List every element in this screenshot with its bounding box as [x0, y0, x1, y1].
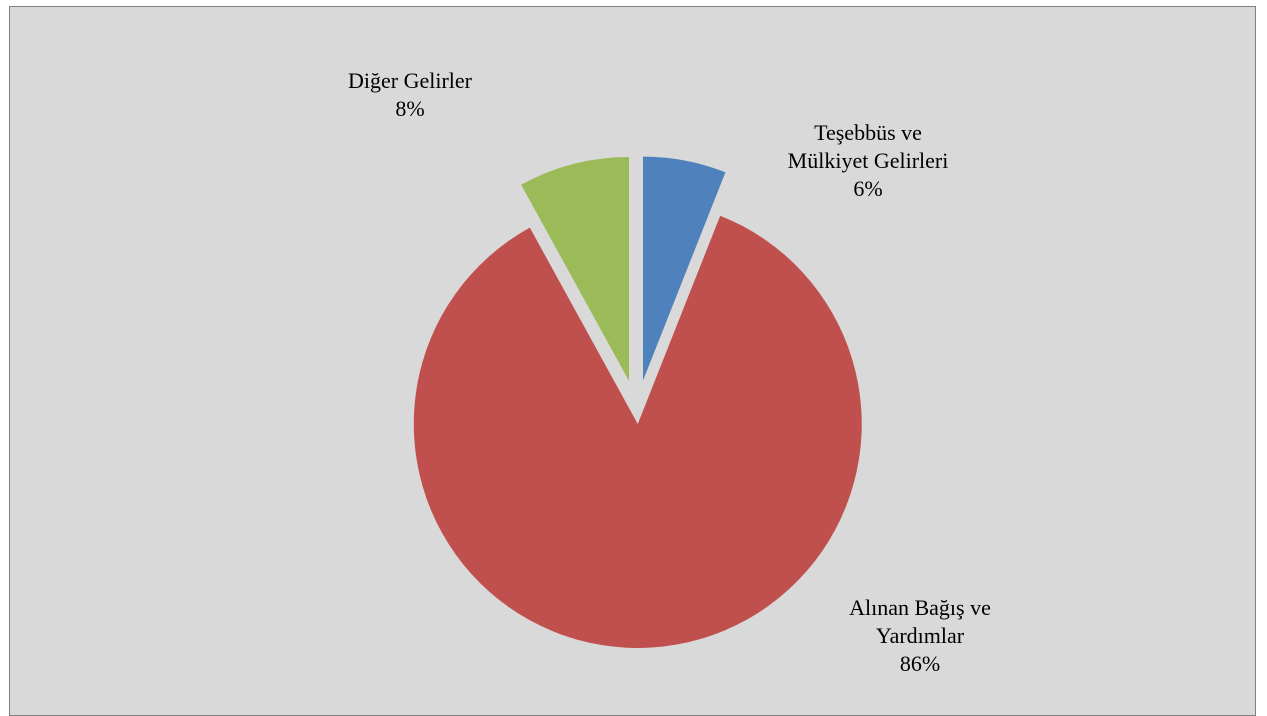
slice-alinan [413, 215, 862, 648]
slice-label-line: Alınan Bağış ve [849, 595, 991, 620]
chart-area: Teşebbüs ve Mülkiyet Gelirleri 6% Alınan… [9, 6, 1256, 716]
slice-label-line: Mülkiyet Gelirleri [787, 148, 949, 173]
slice-tesebbus [642, 156, 726, 381]
slice-label-diger: Diğer Gelirler 8% [310, 67, 510, 123]
pie-chart [413, 156, 862, 648]
slice-diger [521, 157, 630, 382]
slice-percent: 86% [899, 651, 941, 676]
slice-label-line: Diğer Gelirler [348, 68, 472, 93]
slice-label-line: Teşebbüs ve [814, 120, 922, 145]
slice-percent: 6% [853, 176, 883, 201]
slice-label-alinan: Alınan Bağış ve Yardımlar 86% [810, 594, 1030, 678]
slice-label-tesebbus: Teşebbüs ve Mülkiyet Gelirleri 6% [748, 119, 988, 203]
slice-label-line: Yardımlar [875, 623, 965, 648]
slice-percent: 8% [395, 96, 425, 121]
